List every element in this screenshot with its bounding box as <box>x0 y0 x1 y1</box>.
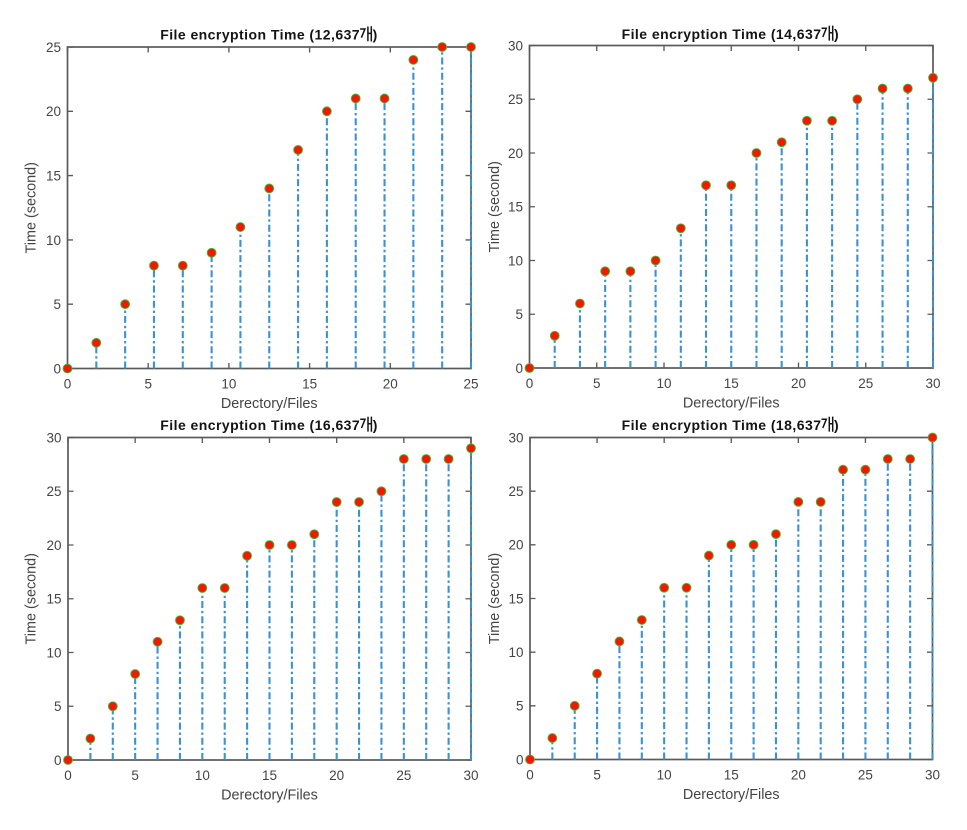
svg-text:Derectory/Files: Derectory/Files <box>683 787 780 803</box>
svg-text:10: 10 <box>195 768 210 783</box>
svg-text:5: 5 <box>593 376 601 391</box>
svg-text:10: 10 <box>656 376 671 391</box>
svg-text:10: 10 <box>221 377 236 392</box>
svg-text:Derectory/Files: Derectory/Files <box>221 396 318 412</box>
svg-text:30: 30 <box>508 430 523 445</box>
svg-text:0: 0 <box>526 376 534 391</box>
svg-text:): ) <box>834 417 839 433</box>
svg-text:30: 30 <box>463 768 478 783</box>
svg-text:10: 10 <box>46 645 61 660</box>
svg-text:Time (second): Time (second) <box>24 553 40 644</box>
svg-text:15: 15 <box>262 768 277 783</box>
svg-text:15: 15 <box>46 169 61 184</box>
svg-text:15: 15 <box>508 200 523 215</box>
svg-text:20: 20 <box>508 538 523 553</box>
svg-text:30: 30 <box>925 768 940 783</box>
svg-text:File encryption Time (16,637: File encryption Time (16,637 <box>160 417 360 433</box>
svg-text:10: 10 <box>46 233 61 248</box>
svg-text:0: 0 <box>64 377 72 392</box>
svg-text:25: 25 <box>463 377 478 392</box>
svg-text:15: 15 <box>508 591 523 606</box>
svg-text:): ) <box>834 26 839 42</box>
svg-text:30: 30 <box>46 430 61 445</box>
svg-text:15: 15 <box>724 376 739 391</box>
svg-text:20: 20 <box>46 104 61 119</box>
svg-text:25: 25 <box>396 768 411 783</box>
svg-text:5: 5 <box>593 768 601 783</box>
svg-text:15: 15 <box>724 768 739 783</box>
svg-text:5: 5 <box>144 377 152 392</box>
svg-text:5: 5 <box>131 768 139 783</box>
svg-text:): ) <box>373 27 378 43</box>
svg-text:0: 0 <box>54 753 62 768</box>
svg-text:20: 20 <box>791 768 806 783</box>
svg-text:20: 20 <box>46 538 61 553</box>
svg-text:20: 20 <box>791 376 806 391</box>
svg-text:25: 25 <box>46 40 61 55</box>
svg-text:Derectory/Files: Derectory/Files <box>683 396 780 412</box>
svg-text:0: 0 <box>64 768 72 783</box>
svg-text:10: 10 <box>508 253 523 268</box>
svg-text:10: 10 <box>657 768 672 783</box>
svg-text:0: 0 <box>516 752 524 767</box>
svg-text:25: 25 <box>858 376 873 391</box>
svg-text:25: 25 <box>858 768 873 783</box>
svg-text:5: 5 <box>54 699 62 714</box>
svg-text:File encryption Time (18,637: File encryption Time (18,637 <box>622 417 822 433</box>
svg-text:File encryption Time (12,637: File encryption Time (12,637 <box>160 27 360 43</box>
svg-text:Time (second): Time (second) <box>24 162 40 253</box>
svg-text:10: 10 <box>508 645 523 660</box>
svg-text:5: 5 <box>53 297 61 312</box>
svg-text:Derectory/Files: Derectory/Files <box>221 788 318 804</box>
svg-text:0: 0 <box>515 361 523 376</box>
svg-text:Time (second): Time (second) <box>487 161 503 252</box>
svg-text:0: 0 <box>53 361 61 376</box>
svg-text:30: 30 <box>925 376 940 391</box>
svg-text:25: 25 <box>46 484 61 499</box>
svg-text:25: 25 <box>508 92 523 107</box>
svg-text:15: 15 <box>302 377 317 392</box>
svg-text:5: 5 <box>516 699 524 714</box>
svg-text:5: 5 <box>515 307 523 322</box>
svg-text:25: 25 <box>508 484 523 499</box>
svg-text:): ) <box>373 417 378 433</box>
svg-text:0: 0 <box>526 768 534 783</box>
svg-text:Time (second): Time (second) <box>487 553 503 644</box>
svg-text:15: 15 <box>46 592 61 607</box>
svg-text:20: 20 <box>383 377 398 392</box>
svg-text:20: 20 <box>508 146 523 161</box>
svg-text:30: 30 <box>508 38 523 53</box>
svg-text:20: 20 <box>329 768 344 783</box>
svg-text:File encryption Time (14,637: File encryption Time (14,637 <box>622 26 822 42</box>
